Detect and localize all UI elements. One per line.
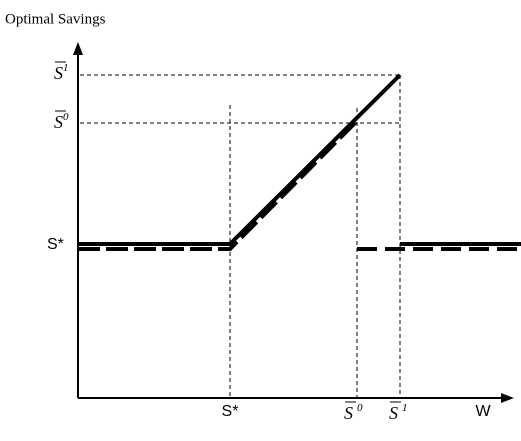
- x-arrow: [501, 393, 514, 403]
- y-arrow: [73, 42, 83, 55]
- title: Optimal Savings: [5, 11, 106, 27]
- y-label: S*: [47, 236, 64, 253]
- y-label: S0: [54, 111, 69, 133]
- x-axis-label: W: [475, 403, 491, 420]
- y-label: S1: [54, 62, 69, 84]
- x-label: S*: [222, 403, 239, 420]
- solid-curve: [78, 73, 402, 246]
- dashed-curve: [78, 119, 359, 251]
